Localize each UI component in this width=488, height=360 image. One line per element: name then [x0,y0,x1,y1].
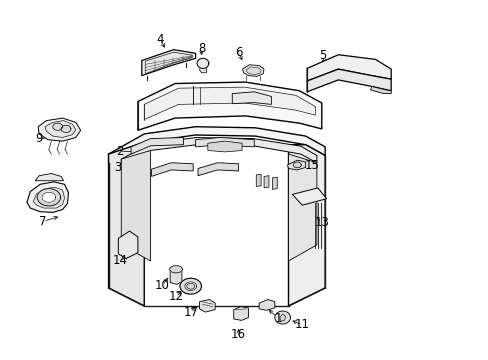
Polygon shape [184,282,196,291]
Polygon shape [292,188,326,205]
Polygon shape [42,192,56,202]
Polygon shape [287,160,305,170]
Polygon shape [33,187,64,208]
Text: 17: 17 [183,306,198,319]
Polygon shape [27,182,68,212]
Text: 9: 9 [35,132,43,145]
Text: 5: 5 [318,49,326,62]
Polygon shape [232,92,271,104]
Polygon shape [121,138,316,166]
Polygon shape [242,65,264,76]
Text: 16: 16 [231,328,245,341]
Polygon shape [35,174,63,181]
Polygon shape [279,314,285,321]
Polygon shape [118,231,138,258]
Polygon shape [144,87,315,120]
Polygon shape [256,174,261,186]
Polygon shape [53,123,62,130]
Text: 1: 1 [274,312,282,325]
Text: 11: 11 [294,318,309,331]
Polygon shape [121,150,150,261]
Text: 4: 4 [156,33,164,46]
Polygon shape [37,189,61,206]
Text: 10: 10 [155,279,169,292]
Polygon shape [131,138,183,154]
Text: 13: 13 [314,216,328,229]
Polygon shape [197,58,208,68]
Polygon shape [151,163,193,176]
Polygon shape [198,163,238,176]
Polygon shape [288,154,316,261]
Text: 15: 15 [304,159,319,172]
Polygon shape [142,50,195,76]
Polygon shape [272,177,277,189]
Polygon shape [108,127,325,163]
Text: 7: 7 [39,215,47,228]
Polygon shape [170,268,182,284]
Polygon shape [245,67,261,75]
Polygon shape [138,82,321,130]
Polygon shape [108,142,144,306]
Polygon shape [370,86,390,94]
Polygon shape [259,300,274,310]
Text: 14: 14 [112,255,127,267]
Polygon shape [180,278,201,294]
Polygon shape [195,138,254,147]
Polygon shape [233,307,248,320]
Polygon shape [306,55,390,81]
Text: 2: 2 [116,145,123,158]
Text: 6: 6 [234,46,242,59]
Polygon shape [45,121,76,138]
Polygon shape [38,118,81,141]
Polygon shape [288,145,325,306]
Polygon shape [306,69,390,92]
Polygon shape [293,162,301,168]
Text: 8: 8 [197,42,205,55]
Polygon shape [199,66,206,73]
Polygon shape [61,125,71,132]
Polygon shape [199,300,215,312]
Polygon shape [186,283,194,289]
Text: 3: 3 [113,161,121,174]
Text: 12: 12 [168,291,183,303]
Polygon shape [264,176,268,188]
Polygon shape [207,141,242,152]
Polygon shape [169,266,182,273]
Polygon shape [145,52,192,74]
Polygon shape [274,311,290,324]
